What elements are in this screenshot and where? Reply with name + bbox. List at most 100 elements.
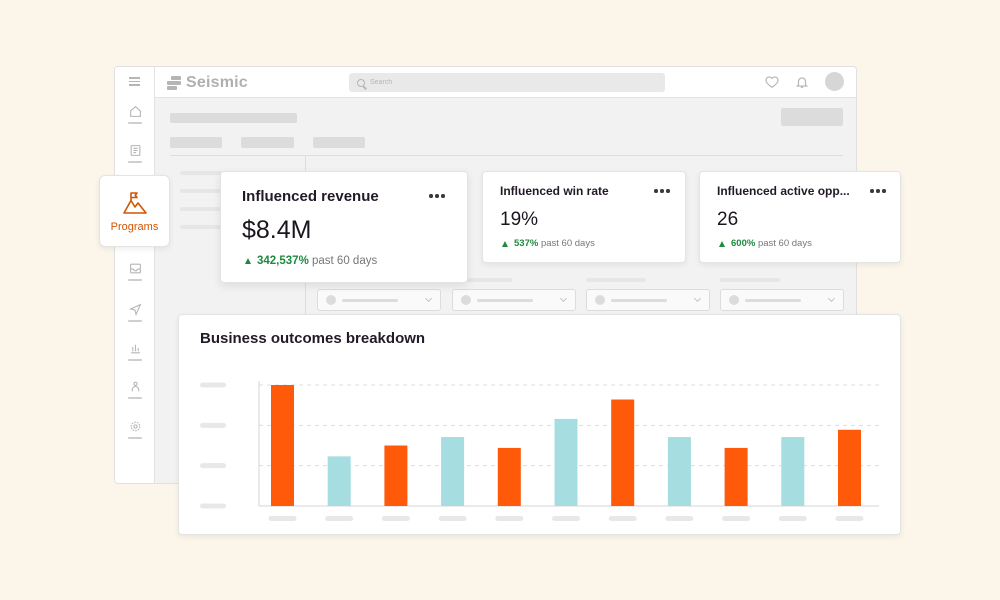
list-item-placeholder: [180, 225, 222, 229]
chart-bar: [838, 429, 861, 506]
y-tick-label: [200, 382, 226, 388]
list-item-placeholder: [180, 207, 222, 211]
x-tick-label: [325, 516, 354, 521]
more-icon[interactable]: [429, 194, 445, 198]
y-tick-label: [200, 463, 226, 469]
chart-bar: [781, 437, 805, 506]
seismic-logo[interactable]: Seismic: [167, 73, 248, 93]
filter-label-placeholder: [586, 278, 646, 282]
filter-label-placeholder: [720, 278, 780, 282]
more-icon[interactable]: [654, 189, 670, 193]
kpi-title: Influenced revenue: [242, 188, 379, 205]
list-item-placeholder: [180, 171, 222, 175]
x-tick-label: [552, 516, 580, 521]
x-tick-label: [778, 516, 807, 521]
kpi-card-influenced-revenue[interactable]: Influenced revenue $8.4M 342,537% past 6…: [220, 171, 468, 283]
filter-dropdown[interactable]: [720, 289, 844, 311]
trend-up-icon: [502, 240, 508, 247]
chart-bar: [667, 437, 691, 506]
send-icon: [128, 303, 141, 316]
kpi-delta: 600% past 60 days: [719, 238, 812, 249]
nav-programs[interactable]: Programs: [99, 175, 170, 247]
filter-dropdown[interactable]: [452, 289, 576, 311]
nav-settings[interactable]: [125, 420, 145, 444]
x-tick-label: [608, 516, 637, 521]
nav-inbox[interactable]: [125, 262, 145, 286]
chart-bar: [611, 399, 635, 506]
search-bar[interactable]: [349, 73, 665, 92]
nav-notes[interactable]: [125, 144, 145, 168]
chart-bar: [327, 456, 351, 506]
bell-icon[interactable]: [795, 75, 809, 89]
divider: [170, 155, 843, 156]
tab-placeholder[interactable]: [313, 137, 365, 148]
bar-chart: [200, 381, 879, 521]
search-icon: [357, 78, 365, 87]
note-icon: [130, 145, 140, 156]
chevron-down-icon: [827, 294, 836, 303]
business-outcomes-chart-card: Business outcomes breakdown: [178, 314, 901, 535]
more-icon[interactable]: [870, 189, 886, 193]
trend-up-icon: [245, 258, 251, 264]
kpi-card-influenced-active-opportunities[interactable]: Influenced active opp... 26 600% past 60…: [699, 171, 901, 263]
delta-period: past 60 days: [312, 255, 378, 267]
list-item-placeholder: [180, 189, 222, 193]
filter-dropdown[interactable]: [317, 289, 441, 311]
y-tick-label: [200, 422, 226, 428]
chart-title: Business outcomes breakdown: [200, 330, 426, 347]
filter-label-placeholder: [452, 278, 512, 282]
delta-period: past 60 days: [757, 238, 812, 249]
delta-percent: 600%: [731, 238, 756, 249]
action-button-placeholder[interactable]: [781, 108, 843, 126]
kpi-value: 26: [717, 209, 739, 230]
x-tick-label: [381, 516, 410, 521]
x-tick-label: [495, 516, 524, 521]
chart-bar: [724, 447, 748, 506]
kpi-delta: 537% past 60 days: [502, 238, 595, 249]
inbox-icon: [129, 263, 141, 274]
kpi-value: 19%: [500, 209, 539, 230]
kpi-card-influenced-win-rate[interactable]: Influenced win rate 19% 537% past 60 day…: [482, 171, 686, 263]
nav-analytics[interactable]: [125, 342, 145, 366]
flag-mountain-icon: [122, 192, 147, 214]
kpi-delta: 342,537% past 60 days: [245, 255, 377, 267]
filter-dropdown[interactable]: [586, 289, 710, 311]
chart-bar: [384, 445, 408, 506]
people-icon: [131, 381, 139, 392]
search-input[interactable]: [370, 79, 570, 86]
page-title-placeholder: [170, 113, 297, 123]
nav-people[interactable]: [125, 380, 145, 404]
chevron-down-icon: [693, 294, 702, 303]
top-icons: [765, 72, 844, 91]
chevron-down-icon: [424, 294, 433, 303]
nav-send[interactable]: [125, 303, 145, 327]
y-tick-label: [200, 503, 226, 509]
kpi-title: Influenced win rate: [500, 184, 609, 198]
chevron-down-icon: [559, 294, 568, 303]
delta-percent: 342,537%: [257, 255, 309, 267]
heart-icon[interactable]: [765, 75, 779, 89]
top-bar: Seismic: [115, 67, 856, 98]
chart-bar: [441, 437, 465, 506]
kpi-title: Influenced active opp...: [717, 184, 850, 198]
x-tick-label: [268, 516, 297, 521]
x-tick-label: [665, 516, 694, 521]
programs-label: Programs: [110, 221, 159, 233]
menu-icon[interactable]: [129, 77, 140, 86]
gear-icon: [130, 421, 140, 432]
chart-bar: [554, 418, 578, 506]
delta-percent: 537%: [514, 238, 539, 249]
side-nav: [115, 67, 155, 483]
bar-chart-icon: [130, 344, 140, 354]
x-tick-label: [438, 516, 467, 521]
trend-up-icon: [719, 240, 725, 247]
x-tick-label: [722, 516, 751, 521]
x-tick-label: [835, 516, 864, 521]
nav-home[interactable]: [125, 105, 145, 129]
chart-bar: [271, 385, 294, 506]
seismic-logo-icon: [167, 76, 181, 90]
tab-placeholder[interactable]: [170, 137, 222, 148]
avatar[interactable]: [825, 72, 844, 91]
delta-period: past 60 days: [540, 238, 595, 249]
tab-placeholder[interactable]: [241, 137, 294, 148]
